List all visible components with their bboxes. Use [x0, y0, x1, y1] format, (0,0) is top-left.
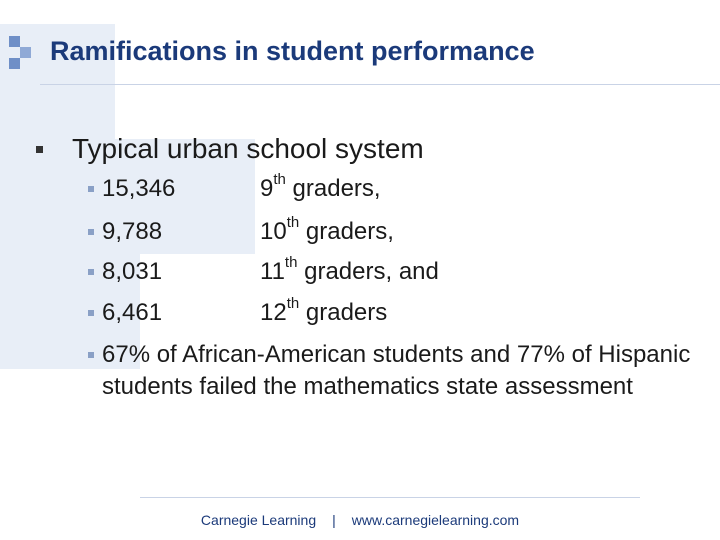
square-bullet-icon — [88, 269, 94, 275]
footer-url[interactable]: www.carnegielearning.com — [351, 512, 520, 528]
student-count: 6,461 — [102, 299, 163, 326]
assessment-item: 67% of African-American students and 77%… — [88, 339, 698, 403]
footer-company: Carnegie Learning — [200, 512, 317, 528]
grade-label: 11th graders, and — [260, 254, 439, 285]
footer: Carnegie Learning | www.carnegielearning.c… — [0, 512, 720, 528]
square-bullet-icon — [88, 229, 94, 235]
decorative-panel-lower — [0, 254, 140, 369]
squares-logo-icon — [9, 36, 41, 80]
student-count: 8,031 — [102, 258, 163, 285]
assessment-text: 67% of African-American students and 77%… — [102, 341, 691, 400]
footer-divider — [140, 497, 640, 498]
grade-label: 10th graders, — [260, 214, 394, 245]
footer-separator: | — [332, 512, 336, 528]
slide-title: Ramifications in student performance — [50, 36, 535, 66]
student-count: 15,346 — [102, 175, 176, 202]
student-count: 9,788 — [102, 218, 163, 245]
grade-label: 12th graders — [260, 295, 388, 326]
main-bullet-text: Typical urban school system — [72, 133, 424, 164]
square-bullet-icon — [88, 310, 94, 316]
square-bullet-icon — [88, 186, 94, 192]
square-bullet-icon — [88, 352, 94, 358]
square-bullet-icon — [36, 146, 43, 153]
title-divider — [40, 84, 720, 85]
decorative-panel-middle — [0, 139, 255, 254]
grade-label: 9th graders, — [260, 171, 381, 202]
